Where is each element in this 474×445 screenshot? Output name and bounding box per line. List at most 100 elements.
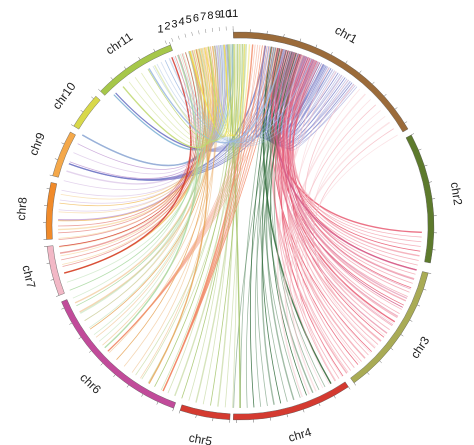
synteny-link [289,121,391,392]
tick-mark [417,304,421,307]
synteny-link [58,48,207,214]
chromosome-arc-chr7 [46,245,65,296]
chromosome-arc-chr10 [73,95,101,130]
highlight-index-tick [211,27,213,32]
synteny-link [84,49,207,322]
synteny-link [107,46,271,352]
synteny-link [289,58,402,310]
synteny-link [154,44,234,387]
tick-mark [283,33,285,38]
tick-mark [46,262,50,264]
synteny-link [69,51,201,291]
synteny-link [287,63,356,151]
chromosome-label-chr3: chr3 [408,334,433,361]
synteny-link [115,46,270,150]
chromosome-label-chr6: chr6 [77,370,104,396]
synteny-link [152,65,332,148]
synteny-link [102,47,212,346]
synteny-link [224,44,246,408]
highlight-index-label: 7 [200,11,206,23]
chromosome-arc-chr2 [405,134,435,264]
synteny-link [88,47,211,329]
tick-mark [428,272,432,274]
synteny-link [148,49,285,144]
chromosome-label-chr1: chr1 [332,23,359,47]
synteny-link [107,45,266,352]
highlight-index-label: 2 [164,21,170,33]
synteny-link [240,47,277,409]
synteny-link [284,59,353,150]
synteny-link [281,63,329,146]
synteny-link [265,51,295,401]
synteny-link [287,58,385,338]
synteny-link [107,48,280,352]
synteny-link [177,51,292,140]
synteny-link [269,50,316,142]
synteny-link [267,52,298,140]
highlight-index-tick [177,35,180,40]
tick-mark [418,148,422,151]
chromosome-arc-chr9 [52,131,76,178]
tick-mark [54,158,58,160]
highlight-index-tick [205,28,207,34]
synteny-link [288,79,349,385]
tick-mark [88,350,92,353]
tick-mark [50,279,54,281]
synteny-link [276,50,388,334]
synteny-link [281,53,399,317]
synteny-link [277,70,337,398]
synteny-link [280,57,344,377]
synteny-link [286,62,355,368]
chromosome-label-chr11: chr11 [103,29,135,57]
synteny-link [140,47,215,379]
synteny-link [61,50,203,261]
chromosome-arc-chr1 [233,31,409,133]
tick-mark [423,288,427,291]
synteny-link [259,47,288,402]
chromosome-label-chr7: chr7 [19,264,38,290]
highlight-index-label: 1 [158,23,164,35]
synteny-link [289,61,379,345]
synteny-link [282,53,396,323]
chromosome-arc-chr3 [350,271,429,384]
synteny-link [289,57,421,247]
tick-mark [404,121,408,124]
synteny-link [107,49,285,352]
synteny-link [134,45,223,145]
synteny-link [292,60,420,257]
synteny-link [104,54,199,349]
tick-mark [424,164,428,167]
synteny-link [261,50,289,404]
synteny-link [277,57,327,145]
synteny-link [285,63,344,149]
synteny-link [296,75,371,353]
tick-mark [394,107,398,110]
synteny-link [98,52,202,342]
synteny-link [135,44,240,376]
synteny-link [210,44,243,406]
synteny-link [270,52,307,396]
synteny-link [147,44,231,143]
synteny-link [109,45,220,353]
tick-mark [302,409,305,413]
synteny-link [113,44,225,151]
tick-mark [345,60,348,64]
synteny-link [270,49,348,374]
chromosome-label-chr10: chr10 [50,79,79,112]
synteny-link [189,44,229,138]
synteny-link [265,48,314,394]
tick-mark [69,322,73,325]
synteny-link [274,49,417,271]
synteny-link [286,55,407,302]
synteny-link [58,45,219,212]
tick-mark [172,408,174,412]
synteny-link [283,93,366,395]
synteny-link [62,47,210,265]
tick-mark [141,393,144,397]
chromosome-label-chr8: chr8 [14,196,30,221]
synteny-link [272,50,340,379]
tick-mark [126,384,129,388]
tick-mark [55,295,59,297]
highlight-index-label: 4 [179,16,185,28]
tick-mark [100,363,103,366]
